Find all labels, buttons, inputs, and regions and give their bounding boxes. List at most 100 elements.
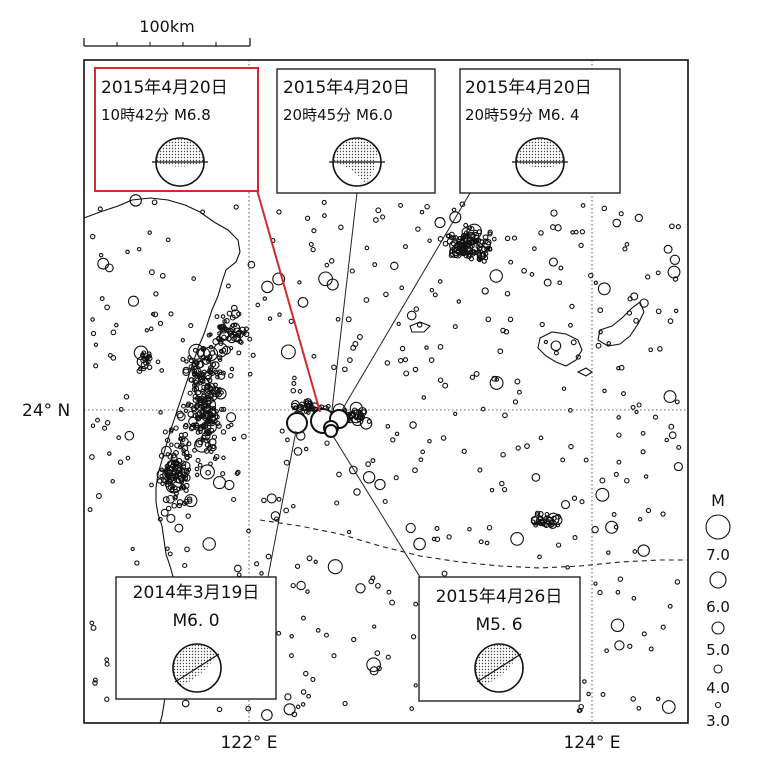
earthquake-epicenter <box>191 276 197 281</box>
earthquake-epicenter <box>104 263 114 273</box>
earthquake-epicenter <box>297 389 303 394</box>
earthquake-epicenter <box>172 495 178 501</box>
earthquake-epicenter <box>413 683 418 688</box>
earthquake-epicenter <box>116 435 122 440</box>
earthquake-epicenter <box>385 423 391 429</box>
earthquake-epicenter <box>241 433 247 440</box>
earthquake-epicenter <box>380 214 386 220</box>
earthquake-epicenter <box>187 410 194 418</box>
earthquake-epicenter <box>184 494 198 508</box>
earthquake-epicenter <box>224 479 235 491</box>
earthquake-epicenter <box>228 345 234 351</box>
earthquake-epicenter <box>469 374 476 380</box>
earthquake-epicenter <box>572 535 578 541</box>
earthquake-epicenter <box>631 595 637 601</box>
earthquake-epicenter <box>579 499 585 505</box>
mechanism-date: 2015年4月20日 <box>101 78 228 98</box>
earthquake-epicenter <box>213 418 218 423</box>
earthquake-epicenter <box>144 328 149 333</box>
earthquake-epicenter <box>348 414 353 419</box>
earthquake-epicenter <box>226 328 231 333</box>
earthquake-epicenter <box>214 387 227 400</box>
earthquake-epicenter <box>478 539 484 545</box>
earthquake-epicenter <box>402 357 409 363</box>
earthquake-epicenter <box>164 437 171 443</box>
earthquake-epicenter <box>582 679 587 684</box>
scale-bar: 100km <box>83 17 251 47</box>
earthquake-epicenter <box>605 520 619 534</box>
earthquake-epicenter <box>373 217 379 223</box>
earthquake-epicenter <box>236 311 242 317</box>
earthquake-epicenter <box>246 528 251 534</box>
earthquake-epicenter <box>356 334 363 340</box>
earthquake-epicenter <box>195 440 203 448</box>
earthquake-epicenter <box>406 310 417 321</box>
earthquake-epicenter <box>181 461 191 471</box>
earthquake-epicenter <box>164 482 170 488</box>
earthquake-epicenter <box>588 272 594 279</box>
earthquake-epicenter <box>355 583 366 594</box>
earthquake-epicenter <box>178 485 184 491</box>
earthquake-epicenter <box>104 420 111 426</box>
earthquake-epicenter <box>300 689 307 695</box>
earthquake-epicenter <box>229 422 234 428</box>
earthquake-epicenter <box>613 471 619 477</box>
earthquake-epicenter <box>346 529 352 535</box>
earthquake-epicenter <box>456 240 462 246</box>
earthquake-epicenter <box>147 230 152 235</box>
earthquake-epicenter <box>497 348 504 355</box>
earthquake-epicenter <box>648 347 654 353</box>
earthquake-epicenter <box>89 454 95 460</box>
earthquake-epicenter <box>385 654 391 660</box>
earthquake-epicenter <box>403 370 410 377</box>
earthquake-epicenter <box>224 318 230 324</box>
earthquake-epicenter <box>601 205 608 212</box>
earthquake-epicenter <box>617 576 624 582</box>
earthquake-epicenter <box>181 444 189 452</box>
earthquake-epicenter <box>90 423 96 428</box>
earthquake-epicenter <box>92 677 98 683</box>
earthquake-epicenter <box>384 360 391 366</box>
earthquake-epicenter <box>555 542 562 548</box>
earthquake-epicenter <box>216 354 223 361</box>
earthquake-epicenter <box>176 412 186 421</box>
earthquake-epicenter <box>570 339 577 346</box>
earthquake-epicenter <box>262 296 268 301</box>
earthquake-epicenter <box>261 497 267 504</box>
earthquake-epicenter <box>219 337 225 343</box>
connector-2059 <box>341 192 471 411</box>
earthquake-epicenter <box>442 382 449 389</box>
earthquake-epicenter <box>661 700 676 714</box>
beachball-icon <box>474 643 524 693</box>
earthquake-epicenter <box>125 455 131 461</box>
earthquake-epicenter <box>600 692 606 697</box>
earthquake-epicenter <box>300 702 306 707</box>
earthquake-epicenter <box>176 410 184 419</box>
earthquake-epicenter <box>201 412 211 422</box>
earthquake-epicenter <box>130 546 135 552</box>
earthquake-epicenter <box>483 255 489 261</box>
earthquake-epicenter <box>184 359 189 364</box>
mechanism-date: 2014年3月19日 <box>133 583 260 603</box>
earthquake-epicenter <box>634 409 639 415</box>
earthquake-epicenter <box>261 280 274 294</box>
earthquake-epicenter <box>616 432 622 438</box>
earthquake-epicenter <box>502 412 508 419</box>
earthquake-epicenter <box>364 245 370 251</box>
connector-highlight <box>256 189 321 413</box>
earthquake-epicenter <box>204 441 211 448</box>
earthquake-epicenter <box>418 457 424 463</box>
earthquake-epicenter <box>341 366 348 373</box>
earthquake-epicenter <box>667 318 674 324</box>
earthquake-epicenter <box>452 244 462 254</box>
earthquake-epicenter <box>573 229 579 235</box>
earthquake-epicenter <box>208 386 214 392</box>
earthquake-epicenter <box>89 233 96 240</box>
earthquake-epicenter <box>297 297 309 308</box>
earthquake-epicenter <box>614 640 625 651</box>
earthquake-epicenter <box>220 314 226 319</box>
earthquake-epicenter <box>291 381 297 386</box>
earthquake-epicenter <box>194 466 200 472</box>
earthquake-epicenter <box>467 232 476 241</box>
earthquake-epicenter <box>399 345 406 352</box>
